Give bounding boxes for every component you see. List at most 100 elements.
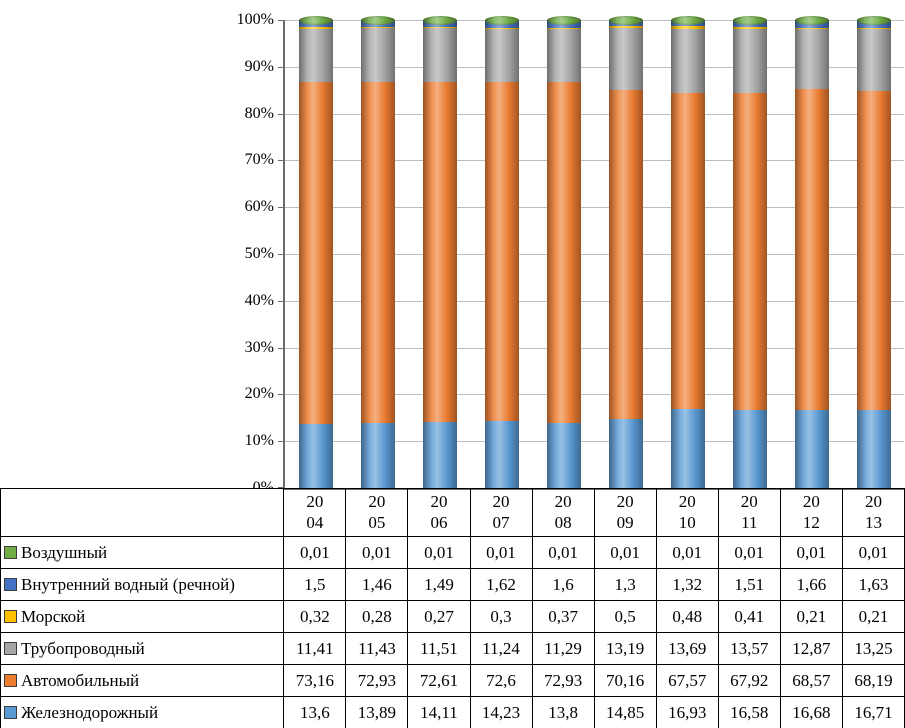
value-cell: 67,92 xyxy=(717,664,781,697)
bar-top-cap-icon xyxy=(857,16,891,25)
series-label-cell: Трубопроводный xyxy=(0,632,285,665)
value-cell: 0,27 xyxy=(407,600,471,633)
value-cell: 14,23 xyxy=(469,696,533,728)
bar-segment xyxy=(609,28,643,91)
bar-segment xyxy=(485,27,519,30)
bar-segment xyxy=(857,90,891,410)
series-label-cell: Внутренний водный (речной) xyxy=(0,568,285,601)
bar-segment xyxy=(609,26,643,29)
legend-marker-icon xyxy=(4,673,17,687)
table-row: Морской 0,32 0,28 0,27 0,3 0,37 0,5 0,48 0,41 0,2… xyxy=(0,600,905,633)
bar-segment xyxy=(733,410,767,488)
x-axis-labels-row: 20 04 20 05 20 06 20 07 20 08 20 09 20 10 20 11 20 12 20 13 xyxy=(0,488,905,537)
bar-segment xyxy=(795,409,829,488)
bar-2013 xyxy=(857,16,891,488)
table-row: Автомобильный 73,16 72,93 72,61 72,6 72,93 70,… xyxy=(0,664,905,697)
bar-segment xyxy=(671,26,705,29)
gridline xyxy=(285,347,904,349)
bar-segment xyxy=(609,418,643,488)
series-label-cell: Воздушный xyxy=(0,536,285,569)
value-cell: 0,01 xyxy=(717,536,781,569)
value-cell: 16,93 xyxy=(655,696,719,728)
bar-segment xyxy=(485,421,519,488)
y-axis-label: 40% xyxy=(244,291,274,309)
bar-segment xyxy=(299,81,333,425)
value-cell: 0,5 xyxy=(593,600,657,633)
axis-tick xyxy=(278,66,285,68)
axis-tick xyxy=(278,20,285,21)
table-row: Трубопроводный 11,41 11,43 11,51 11,24 11,29 1… xyxy=(0,632,905,665)
plot-area xyxy=(278,16,904,490)
bar-segment xyxy=(299,27,333,29)
value-cell: 0,3 xyxy=(469,600,533,633)
bar-segment xyxy=(547,423,581,488)
value-cell: 14,11 xyxy=(407,696,471,728)
bar-segment xyxy=(361,28,395,82)
gridline xyxy=(285,20,904,21)
y-axis-label: 50% xyxy=(244,245,274,262)
value-cell: 13,8 xyxy=(531,696,595,728)
value-cell: 0,32 xyxy=(283,600,347,633)
bar-segment xyxy=(423,28,457,83)
x-axis-label: 20 10 xyxy=(655,488,719,537)
bar-segment xyxy=(423,27,457,29)
x-axis-label: 20 09 xyxy=(593,488,657,537)
value-cell: 13,69 xyxy=(655,632,719,665)
value-cell: 11,51 xyxy=(407,632,471,665)
bar-segment xyxy=(361,26,395,29)
bar-2011 xyxy=(733,16,767,488)
value-cell: 0,01 xyxy=(593,536,657,569)
value-cell: 72,6 xyxy=(469,664,533,697)
axis-tick xyxy=(278,300,285,302)
x-axis-label: 20 05 xyxy=(345,488,409,537)
bar-segment xyxy=(795,89,829,410)
legend-marker-icon xyxy=(4,577,17,591)
value-cell: 1,5 xyxy=(283,568,347,601)
bar-segment xyxy=(299,424,333,488)
value-cell: 73,16 xyxy=(283,664,347,697)
bar-2010 xyxy=(671,16,705,488)
x-axis-label: 20 08 xyxy=(531,488,595,537)
value-cell: 0,01 xyxy=(407,536,471,569)
bar-top-cap-icon xyxy=(671,16,705,25)
y-axis-label: 80% xyxy=(244,104,274,122)
value-cell: 1,63 xyxy=(841,568,905,601)
bar-top-cap-icon xyxy=(299,16,333,25)
y-axis-label: 60% xyxy=(244,198,274,216)
bar-segment xyxy=(547,82,581,424)
value-cell: 0,01 xyxy=(779,536,843,569)
value-cell: 70,16 xyxy=(593,664,657,697)
value-cell: 0,37 xyxy=(531,600,595,633)
value-cell: 13,57 xyxy=(717,632,781,665)
series-name: Железнодорожный xyxy=(21,702,159,722)
bar-segment xyxy=(857,27,891,29)
x-axis-label: 20 06 xyxy=(407,488,471,537)
bar-top-cap-icon xyxy=(547,16,581,25)
value-cell: 72,61 xyxy=(407,664,471,697)
value-cell: 16,58 xyxy=(717,696,781,728)
bar-top-cap-icon xyxy=(733,16,767,25)
x-axis-label: 20 12 xyxy=(779,488,843,537)
bar-segment xyxy=(733,29,767,93)
value-cell: 11,41 xyxy=(283,632,347,665)
table-row: Железнодорожный 13,6 13,89 14,11 14,23 13,8 14… xyxy=(0,696,905,728)
gridline xyxy=(285,207,904,209)
legend-marker-icon xyxy=(4,545,17,559)
series-label-cell: Автомобильный xyxy=(0,664,285,697)
value-cell: 0,41 xyxy=(717,600,781,633)
bar-segment xyxy=(299,28,333,82)
value-cell: 0,01 xyxy=(531,536,595,569)
y-axis-label: 10% xyxy=(244,432,274,450)
x-axis-label: 20 13 xyxy=(841,488,905,537)
value-cell: 0,28 xyxy=(345,600,409,633)
bar-top-cap-icon xyxy=(485,16,519,25)
bar-2004 xyxy=(299,16,333,488)
bar-segment xyxy=(857,28,891,91)
bar-segment xyxy=(485,81,519,422)
axis-tick xyxy=(278,113,285,115)
bar-segment xyxy=(609,90,643,419)
value-cell: 0,01 xyxy=(841,536,905,569)
axis-tick xyxy=(278,160,285,162)
bar-segment xyxy=(795,27,829,29)
